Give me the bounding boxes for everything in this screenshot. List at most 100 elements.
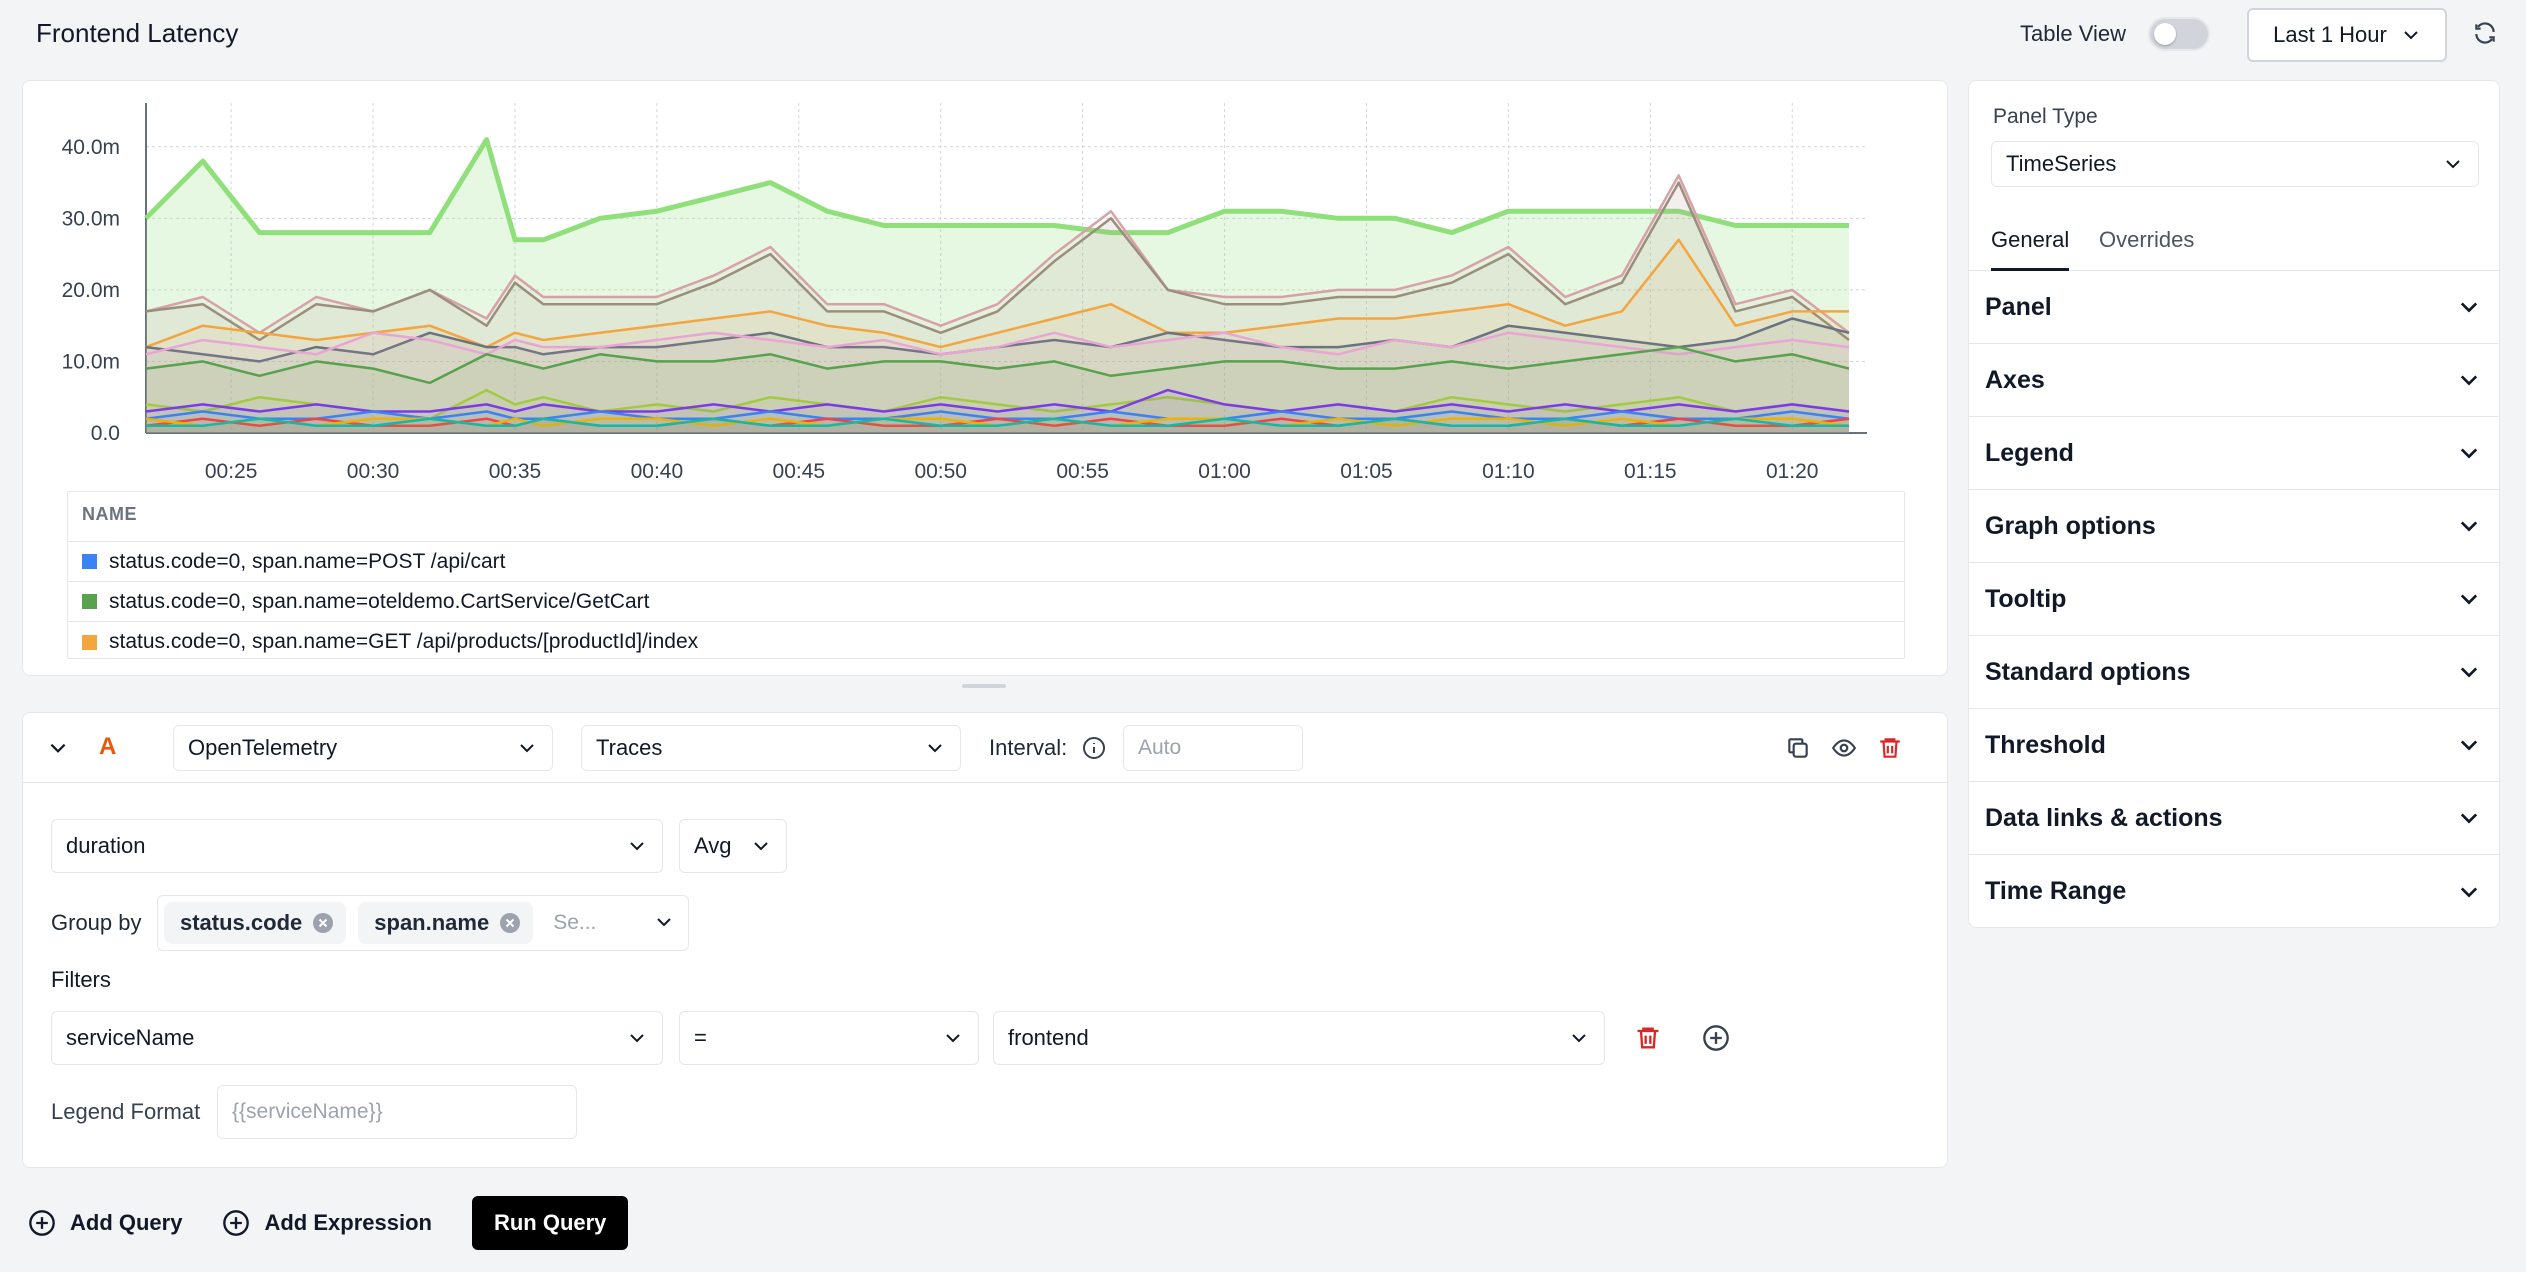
remove-chip-icon[interactable] bbox=[310, 910, 336, 936]
panel-type-label: Panel Type bbox=[1993, 105, 2098, 128]
filter-value: frontend bbox=[1008, 1025, 1089, 1050]
group-by-chip: status.code bbox=[164, 902, 347, 944]
tab-general[interactable]: General bbox=[1991, 227, 2070, 271]
section-title: Time Range bbox=[1985, 877, 2127, 905]
resize-handle[interactable] bbox=[962, 684, 1006, 688]
chevron-down-icon bbox=[2457, 806, 2481, 830]
legend-row[interactable]: status.code=0, span.name=POST /api/cart bbox=[68, 542, 1904, 582]
series-line bbox=[144, 137, 1849, 243]
series-line bbox=[145, 388, 1850, 413]
filter-key-value: serviceName bbox=[66, 1025, 195, 1050]
x-tick-label: 00:40 bbox=[631, 460, 684, 481]
filter-key-select[interactable]: serviceName bbox=[51, 1011, 663, 1065]
chevron-down-icon bbox=[2457, 368, 2481, 392]
series-area bbox=[146, 411, 1849, 433]
section-threshold[interactable]: Threshold bbox=[1969, 709, 2499, 782]
datasource-select[interactable]: OpenTelemetry bbox=[173, 725, 553, 771]
time-range-button[interactable]: Last 1 Hour bbox=[2247, 8, 2447, 62]
chip-label: status.code bbox=[180, 910, 303, 935]
series-area bbox=[146, 239, 1849, 433]
section-axes[interactable]: Axes bbox=[1969, 344, 2499, 417]
panel-title: Frontend Latency bbox=[36, 18, 239, 48]
signal-value: Traces bbox=[596, 735, 663, 760]
add-expression-button[interactable]: Add Expression bbox=[222, 1209, 432, 1237]
x-tick-label: 00:50 bbox=[914, 460, 967, 481]
section-time-range[interactable]: Time Range bbox=[1969, 855, 2499, 928]
x-tick-label: 00:25 bbox=[205, 460, 258, 481]
group-by-placeholder[interactable]: Se... bbox=[553, 911, 597, 934]
filters-label: Filters bbox=[51, 967, 111, 992]
query-header: A OpenTelemetry Traces Interval: Auto bbox=[23, 713, 1947, 783]
section-title: Panel bbox=[1985, 292, 2052, 321]
series-line bbox=[145, 388, 1850, 420]
interval-input[interactable]: Auto bbox=[1123, 725, 1303, 771]
series-area bbox=[146, 182, 1849, 433]
filter-operator-select[interactable]: = bbox=[679, 1011, 979, 1065]
tab-overrides[interactable]: Overrides bbox=[2099, 227, 2195, 252]
run-query-button[interactable]: Run Query bbox=[471, 1196, 629, 1250]
chip-label: span.name bbox=[374, 910, 490, 935]
timeseries-chart[interactable]: 0.0 10.0m 20.0m 30.0m 40.0m 00:25 00:30 00:35 00… bbox=[23, 81, 1949, 481]
legend-swatch bbox=[82, 594, 97, 609]
trash-icon[interactable] bbox=[1875, 733, 1905, 763]
legend-row[interactable]: status.code=0, span.name=GET /api/produc… bbox=[68, 622, 1904, 662]
x-tick-label: 01:10 bbox=[1482, 460, 1535, 481]
group-by-select[interactable]: status.code span.name Se... bbox=[157, 895, 689, 951]
chevron-down-icon bbox=[2401, 25, 2421, 45]
refresh-icon[interactable] bbox=[2470, 18, 2500, 48]
filter-value-select[interactable]: frontend bbox=[993, 1011, 1605, 1065]
copy-icon[interactable] bbox=[1783, 733, 1813, 763]
delete-filter-icon[interactable] bbox=[1633, 1023, 1663, 1053]
collapse-chevron-icon[interactable] bbox=[45, 735, 71, 761]
section-graph-options[interactable]: Graph options bbox=[1969, 490, 2499, 563]
chevron-down-icon bbox=[750, 835, 772, 857]
section-standard-options[interactable]: Standard options bbox=[1969, 636, 2499, 709]
section-legend[interactable]: Legend bbox=[1969, 417, 2499, 490]
legend-format-input[interactable]: {{serviceName}} bbox=[217, 1085, 577, 1139]
section-title: Standard options bbox=[1985, 657, 2191, 686]
interval-label: Interval: bbox=[989, 735, 1068, 760]
legend-label: status.code=0, span.name=oteldemo.CartSe… bbox=[109, 589, 650, 613]
x-tick-label: 00:45 bbox=[773, 460, 826, 481]
section-data-links-actions[interactable]: Data links & actions bbox=[1969, 782, 2499, 855]
legend-swatch bbox=[82, 554, 97, 569]
chevron-down-icon bbox=[2457, 587, 2481, 611]
table-view-label: Table View bbox=[2020, 21, 2126, 46]
section-panel[interactable]: Panel bbox=[1969, 271, 2499, 344]
chevron-down-icon bbox=[924, 737, 946, 759]
legend-row[interactable]: status.code=0, span.name=oteldemo.CartSe… bbox=[68, 582, 1904, 622]
section-title: Tooltip bbox=[1985, 584, 2067, 613]
chart-panel: 0.0 10.0m 20.0m 30.0m 40.0m 00:25 00:30 00:35 00… bbox=[22, 80, 1948, 676]
section-title: Threshold bbox=[1985, 730, 2106, 759]
signal-select[interactable]: Traces bbox=[581, 725, 961, 771]
legend-format-label: Legend Format bbox=[51, 1099, 201, 1124]
chevron-down-icon bbox=[2457, 441, 2481, 465]
chevron-down-icon bbox=[516, 737, 538, 759]
info-icon[interactable] bbox=[1081, 735, 1107, 761]
eye-icon[interactable] bbox=[1829, 733, 1859, 763]
add-query-label: Add Query bbox=[70, 1210, 183, 1235]
x-tick-label: 00:55 bbox=[1056, 460, 1109, 481]
section-tooltip[interactable]: Tooltip bbox=[1969, 563, 2499, 636]
aggregation-select[interactable]: Avg bbox=[679, 819, 787, 873]
table-view-toggle[interactable] bbox=[2148, 17, 2210, 51]
datasource-value: OpenTelemetry bbox=[188, 735, 338, 760]
chevron-down-icon bbox=[1568, 1027, 1590, 1049]
add-filter-icon[interactable] bbox=[1701, 1023, 1731, 1053]
metric-select[interactable]: duration bbox=[51, 819, 663, 873]
chevron-down-icon bbox=[942, 1027, 964, 1049]
panel-type-value: TimeSeries bbox=[2006, 151, 2117, 176]
x-tick-label: 01:00 bbox=[1198, 460, 1251, 481]
chevron-down-icon bbox=[654, 912, 674, 932]
add-query-button[interactable]: Add Query bbox=[28, 1209, 182, 1237]
remove-chip-icon[interactable] bbox=[497, 910, 523, 936]
panel-type-select[interactable]: TimeSeries bbox=[1991, 141, 2479, 187]
chevron-down-icon bbox=[2442, 153, 2464, 175]
top-bar: Frontend Latency Table View Last 1 Hour bbox=[0, 0, 2526, 68]
legend-swatch bbox=[82, 634, 97, 650]
x-tick-label: 01:15 bbox=[1624, 460, 1677, 481]
x-tick-label: 01:05 bbox=[1340, 460, 1393, 481]
x-tick-label: 00:30 bbox=[347, 460, 400, 481]
series-line bbox=[145, 181, 1850, 342]
legend-header: NAME bbox=[68, 492, 1904, 542]
